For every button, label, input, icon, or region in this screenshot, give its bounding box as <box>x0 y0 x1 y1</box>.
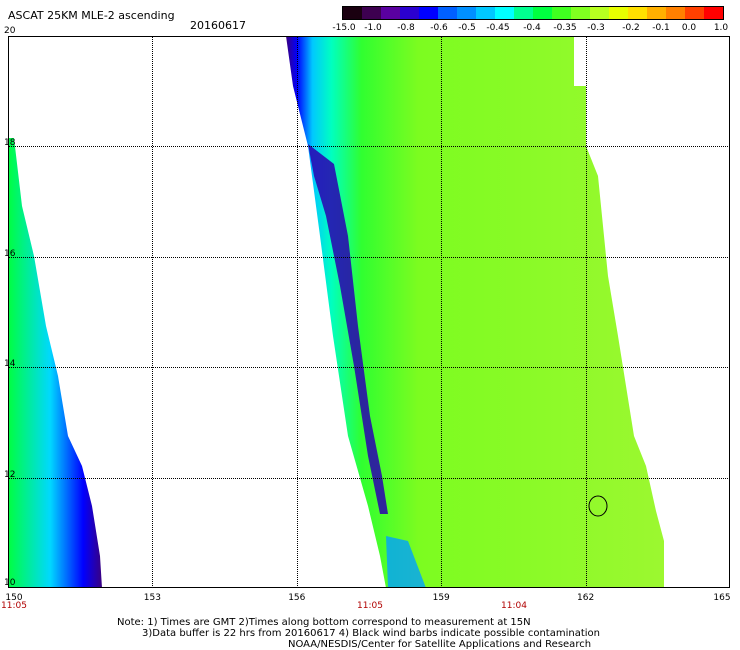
colorbar <box>342 6 724 20</box>
colorbar-swatch <box>552 7 571 19</box>
colorbar-swatch <box>609 7 628 19</box>
longitude-gridline <box>441 36 443 588</box>
colorbar-label: -0.1 <box>652 23 670 33</box>
colorbar-label: -0.6 <box>430 23 448 33</box>
latitude-label: 14 <box>4 359 16 370</box>
colorbar-label: 1.0 <box>713 23 729 33</box>
swath-layer <box>8 36 664 588</box>
colorbar-labels: -15.0 -1.0 -0.8 -0.6 -0.5 -0.45 -0.4 -0.35 -0.3 -… <box>300 23 740 35</box>
time-label: 11:05 <box>1 601 27 611</box>
colorbar-label: -0.8 <box>397 23 415 33</box>
colorbar-label: -1.0 <box>364 23 382 33</box>
longitude-label: 162 <box>577 593 595 603</box>
note-line-1: Note: 1) Times are GMT 2)Times along bot… <box>117 617 531 628</box>
map-title: ASCAT 25KM MLE-2 ascending <box>8 9 175 22</box>
map-date: 20160617 <box>190 19 246 32</box>
colorbar-swatch <box>704 7 723 19</box>
longitude-label: 153 <box>143 593 161 603</box>
swath-left <box>8 138 102 588</box>
longitude-label: 156 <box>288 593 306 603</box>
latitude-gridline <box>8 367 730 369</box>
colorbar-label: -0.2 <box>622 23 640 33</box>
map-plot-area <box>8 36 730 588</box>
colorbar-swatch <box>457 7 476 19</box>
colorbar-swatch <box>362 7 381 19</box>
colorbar-swatch <box>419 7 438 19</box>
swath-right-edge <box>308 144 388 514</box>
colorbar-swatch <box>400 7 419 19</box>
longitude-gridline <box>296 36 298 588</box>
latitude-label: 12 <box>4 469 16 480</box>
colorbar-swatch <box>438 7 457 19</box>
colorbar-swatch <box>571 7 590 19</box>
colorbar-label: -0.3 <box>587 23 605 33</box>
swath-right <box>286 36 664 588</box>
longitude-label: 150 <box>5 593 23 603</box>
colorbar-label: -15.0 <box>332 23 356 33</box>
latitude-label: 20 <box>4 26 16 36</box>
colorbar-label: -0.4 <box>523 23 541 33</box>
colorbar-swatch <box>666 7 685 19</box>
colorbar-label: 0.0 <box>681 23 697 33</box>
longitude-label: 165 <box>713 593 731 603</box>
colorbar-swatch <box>590 7 609 19</box>
time-label: 11:05 <box>357 601 383 611</box>
colorbar-swatch <box>343 7 362 19</box>
colorbar-label: -0.35 <box>553 23 577 33</box>
colorbar-swatch <box>476 7 495 19</box>
colorbar-swatch <box>647 7 666 19</box>
colorbar-swatch <box>381 7 400 19</box>
latitude-label: 18 <box>4 138 16 149</box>
latitude-label: 16 <box>4 248 16 259</box>
longitude-label: 159 <box>432 593 450 603</box>
longitude-gridline <box>152 36 154 588</box>
latitude-gridline <box>8 256 730 258</box>
colorbar-swatch <box>495 7 514 19</box>
colorbar-label: -0.5 <box>458 23 476 33</box>
colorbar-swatch <box>514 7 533 19</box>
note-line-2: 3)Data buffer is 22 hrs from 20160617 4)… <box>142 628 600 639</box>
latitude-gridline <box>8 477 730 479</box>
time-label: 11:04 <box>501 601 527 611</box>
contamination-contour <box>588 495 608 517</box>
colorbar-swatch <box>533 7 552 19</box>
latitude-label: 10 <box>4 578 16 588</box>
note-line-3: NOAA/NESDIS/Center for Satellite Applica… <box>288 639 592 650</box>
colorbar-swatch <box>685 7 704 19</box>
colorbar-label: -0.45 <box>486 23 510 33</box>
latitude-gridline <box>8 146 730 148</box>
colorbar-swatch <box>628 7 647 19</box>
longitude-gridline <box>585 36 587 588</box>
